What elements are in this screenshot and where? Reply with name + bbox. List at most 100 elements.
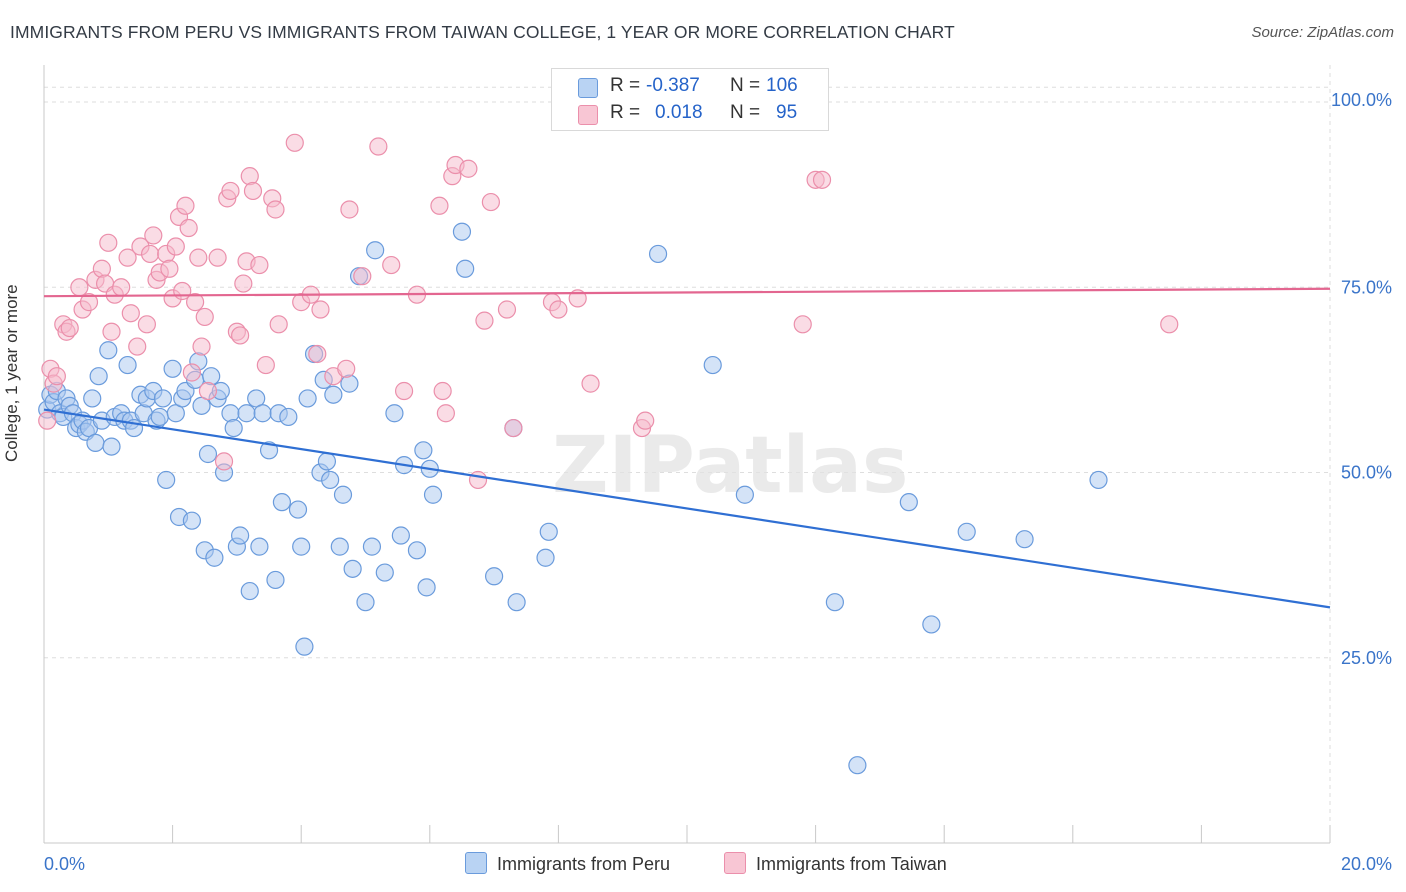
taiwan-point: [340, 200, 359, 219]
bottom-taiwan-label: Immigrants from Taiwan: [756, 854, 947, 874]
taiwan-point: [812, 170, 832, 189]
taiwan-point: [70, 278, 89, 297]
legend-row-peru: R = -0.387 N = 106: [552, 75, 828, 101]
peru-point: [735, 485, 754, 504]
y-axis-label: College, 1 year or more: [2, 284, 21, 462]
taiwan-trend-line: [43, 287, 1331, 298]
peru-point: [253, 404, 272, 423]
taiwan-points-group: [38, 133, 1179, 490]
bottom-legend-peru: Immigrants from Peru: [465, 852, 670, 875]
taiwan-point: [256, 355, 275, 375]
taiwan-point: [240, 167, 259, 186]
peru-point: [456, 259, 475, 278]
peru-point: [648, 244, 668, 264]
taiwan-point: [137, 315, 156, 334]
peru-n-value: 106: [766, 75, 798, 96]
peru-point: [250, 537, 269, 556]
taiwan-point: [60, 318, 79, 338]
taiwan-point: [140, 244, 160, 264]
bottom-peru-swatch: [465, 852, 487, 874]
taiwan-point: [581, 374, 600, 393]
x-tick-labels: 0.0% 20.0%: [44, 854, 1392, 874]
peru-point: [240, 581, 259, 601]
peru-point: [321, 470, 340, 490]
taiwan-point: [308, 344, 327, 364]
taiwan-point: [38, 411, 57, 430]
peru-point: [221, 404, 240, 423]
taiwan-point: [382, 255, 401, 275]
taiwan-point: [182, 363, 201, 382]
peru-point: [163, 359, 182, 378]
taiwan-point: [231, 326, 250, 345]
taiwan-point: [481, 192, 500, 212]
taiwan-point: [195, 307, 214, 327]
peru-point: [86, 433, 105, 452]
stats-legend: R = -0.387 N = 106 R = 0.018 N = 95: [551, 68, 829, 131]
taiwan-point: [47, 367, 66, 386]
peru-point: [423, 485, 443, 504]
taiwan-point: [118, 248, 137, 267]
taiwan-point: [234, 274, 253, 293]
taiwan-swatch: [578, 105, 598, 125]
peru-point: [899, 493, 918, 512]
peru-point: [366, 241, 385, 260]
peru-point: [343, 559, 362, 578]
peru-point: [848, 756, 867, 775]
peru-point: [356, 593, 375, 612]
peru-point: [272, 493, 292, 512]
y-tick-label: 100.0%: [1331, 90, 1392, 110]
peru-point: [922, 615, 941, 634]
peru-swatch: [578, 78, 598, 98]
watermark: ZIPatlas: [552, 421, 908, 511]
bottom-peru-label: Immigrants from Peru: [497, 854, 671, 874]
taiwan-point: [221, 181, 240, 201]
taiwan-point: [311, 300, 330, 319]
taiwan-r-label: R =: [610, 102, 641, 123]
peru-point: [266, 570, 285, 590]
peru-point: [507, 593, 526, 612]
peru-point: [324, 385, 343, 404]
taiwan-point: [266, 200, 285, 219]
peru-point: [957, 522, 976, 541]
peru-r-value: -0.387: [646, 75, 700, 96]
legend-row-taiwan: R = 0.018 N = 95: [552, 102, 828, 128]
y-tick-label: 25.0%: [1341, 648, 1392, 668]
taiwan-point: [468, 470, 488, 490]
taiwan-point: [394, 381, 414, 401]
bottom-taiwan-swatch: [724, 852, 746, 874]
peru-point: [259, 441, 279, 460]
peru-point: [153, 389, 173, 408]
peru-point: [485, 567, 504, 586]
taiwan-r-value: 0.018: [655, 102, 703, 123]
peru-point: [279, 407, 298, 427]
peru-point: [102, 437, 121, 456]
x-axis-ticks: [43, 825, 1331, 843]
taiwan-point: [497, 300, 517, 319]
peru-point: [288, 500, 308, 519]
taiwan-point: [430, 196, 449, 215]
taiwan-point: [79, 293, 99, 312]
peru-point: [414, 441, 433, 460]
taiwan-point: [198, 381, 218, 401]
taiwan-point: [99, 233, 118, 252]
peru-point: [340, 374, 359, 393]
x-tick-label: 20.0%: [1341, 854, 1392, 874]
peru-point: [182, 511, 201, 530]
taiwan-point: [102, 322, 121, 341]
taiwan-point: [179, 218, 198, 238]
peru-point: [237, 404, 256, 423]
taiwan-point: [285, 133, 304, 152]
taiwan-point: [176, 196, 195, 215]
peru-n-label: N =: [730, 75, 761, 96]
taiwan-point: [269, 315, 288, 334]
peru-point: [333, 485, 353, 504]
x-tick-label: 0.0%: [44, 854, 85, 874]
peru-point: [157, 470, 176, 490]
peru-point: [536, 548, 555, 567]
peru-point: [391, 526, 410, 545]
taiwan-point: [160, 259, 179, 278]
peru-point: [89, 367, 108, 386]
peru-point: [118, 355, 137, 375]
taiwan-point: [128, 337, 147, 356]
